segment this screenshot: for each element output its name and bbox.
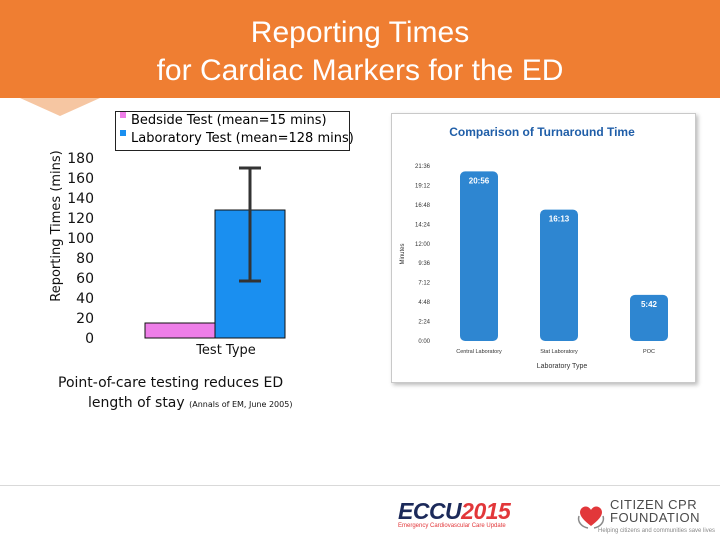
heart-hands-icon bbox=[577, 506, 605, 529]
legend-label-laboratory: Laboratory Test (mean=128 mins) bbox=[131, 131, 354, 146]
legend-item-laboratory: Laboratory Test (mean=128 mins) bbox=[116, 130, 354, 148]
turnaround-y-tick-label: 16:48 bbox=[415, 203, 431, 209]
note-line-2: length of stay (Annals of EM, June 2005) bbox=[58, 393, 358, 415]
title-line-1: Reporting Times bbox=[250, 16, 470, 49]
y-tick-label: 140 bbox=[67, 191, 94, 207]
y-tick-label: 120 bbox=[67, 211, 94, 227]
cpr-logo-wordmark: CITIZEN CPR FOUNDATION bbox=[610, 497, 700, 525]
turnaround-y-tick-label: 12:00 bbox=[415, 242, 431, 248]
legend-swatch-laboratory bbox=[120, 130, 126, 136]
y-tick-label: 0 bbox=[85, 331, 94, 347]
turnaround-chart-title: Comparison of Turnaround Time bbox=[449, 125, 635, 139]
y-axis-label: Reporting Times (mins) bbox=[49, 150, 64, 301]
turnaround-category-label: POC bbox=[643, 349, 655, 355]
note-line-1: Point-of-care testing reduces ED bbox=[58, 375, 284, 391]
turnaround-comparison-panel: Comparison of Turnaround Time Minutes 21… bbox=[391, 113, 696, 383]
y-tick-label: 20 bbox=[76, 311, 94, 327]
slide-title: Reporting Times for Cardiac Markers for … bbox=[0, 14, 720, 90]
turnaround-bar-label: 5:42 bbox=[641, 300, 658, 309]
y-tick-label: 100 bbox=[67, 231, 94, 247]
turnaround-bar-label: 20:56 bbox=[469, 176, 490, 185]
ecc-logo: ECCU2015 bbox=[398, 498, 511, 524]
legend-label-bedside: Bedside Test (mean=15 mins) bbox=[131, 113, 327, 128]
citizen-cpr-logo: CITIZEN CPR FOUNDATION Helping citizens a… bbox=[576, 498, 716, 536]
note-line-2-text: length of stay bbox=[88, 395, 185, 411]
x-axis-label: Test Type bbox=[195, 343, 256, 358]
chart-legend: Bedside Test (mean=15 mins) Laboratory T… bbox=[115, 111, 354, 151]
turnaround-bar bbox=[460, 171, 498, 341]
turnaround-chart: Comparison of Turnaround Time Minutes 21… bbox=[400, 125, 668, 370]
header-accent bbox=[20, 98, 100, 116]
turnaround-y-tick-label: 19:12 bbox=[415, 183, 431, 189]
y-tick-label: 60 bbox=[76, 271, 94, 287]
y-tick-label: 180 bbox=[67, 151, 94, 167]
bar-bedside bbox=[144, 322, 216, 339]
turnaround-category-label: Central Laboratory bbox=[456, 349, 502, 355]
y-tick-label: 80 bbox=[76, 251, 94, 267]
turnaround-y-tick-label: 14:24 bbox=[415, 222, 431, 228]
turnaround-y-tick-label: 0:00 bbox=[418, 339, 430, 345]
turnaround-y-tick-label: 2:24 bbox=[418, 320, 430, 326]
turnaround-y-tick-label: 9:36 bbox=[418, 261, 430, 267]
title-line-2: for Cardiac Markers for the ED bbox=[156, 54, 564, 87]
legend-swatch-bedside bbox=[120, 112, 126, 118]
slide-header bbox=[0, 0, 720, 98]
note-citation: (Annals of EM, June 2005) bbox=[189, 400, 293, 409]
turnaround-bar bbox=[630, 294, 668, 341]
turnaround-y-tick-label: 7:12 bbox=[418, 281, 430, 287]
footer-divider bbox=[0, 485, 720, 486]
turnaround-y-tick-label: 21:36 bbox=[415, 164, 431, 170]
turnaround-bar-label: 16:13 bbox=[549, 215, 570, 224]
turnaround-y-tick-label: 4:48 bbox=[418, 300, 430, 306]
turnaround-x-axis-label: Laboratory Type bbox=[537, 363, 588, 370]
cpr-logo-tagline: Helping citizens and communities save li… bbox=[598, 528, 716, 534]
turnaround-bar bbox=[540, 209, 578, 341]
ecc-logo-subtitle: Emergency Cardiovascular Care Update bbox=[398, 523, 506, 529]
y-tick-label: 160 bbox=[67, 171, 94, 187]
turnaround-y-axis-label: Minutes bbox=[400, 243, 406, 264]
legend-item-bedside: Bedside Test (mean=15 mins) bbox=[116, 112, 349, 130]
y-tick-label: 40 bbox=[76, 291, 94, 307]
turnaround-category-label: Stat Laboratory bbox=[540, 349, 578, 355]
poc-note: Point-of-care testing reduces ED length … bbox=[58, 373, 358, 415]
reporting-times-chart: Reporting Times (mins) 180 160 140 120 100 80… bbox=[49, 150, 350, 358]
